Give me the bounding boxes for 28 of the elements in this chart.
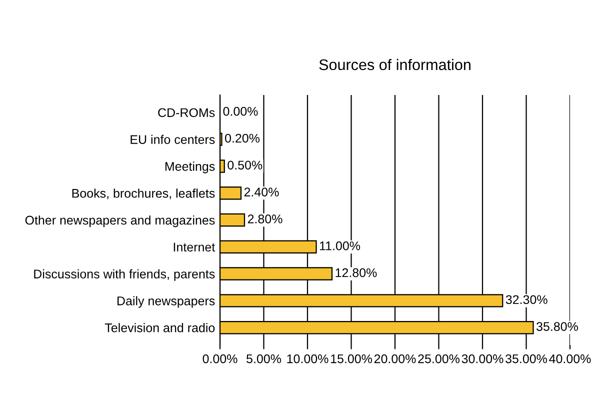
data-label: 2.40%: [244, 188, 279, 196]
chart-title: Sources of information: [319, 58, 470, 70]
y-tick-label: Books, brochures, leaflets: [72, 188, 215, 200]
y-tick-label: CD-ROMs: [158, 108, 215, 118]
data-label: 2.80%: [248, 214, 282, 224]
data-label: 35.80%: [536, 322, 578, 331]
x-tick-label: 35.00%: [506, 354, 548, 364]
x-tick-label: 15.00%: [331, 354, 372, 364]
y-tick-label: Discussions with friends, parents: [34, 269, 215, 281]
x-tick-label: 10.00%: [287, 354, 328, 364]
y-tick-label: Other newspapers and magazines: [25, 215, 215, 228]
x-tick-label: 40.00%: [549, 354, 591, 364]
x-tick-label: 5.00%: [246, 354, 282, 364]
data-label: 0.00%: [223, 106, 258, 116]
y-tick-label: Internet: [174, 242, 216, 252]
data-label: 0.50%: [228, 160, 262, 170]
x-tick-label: 30.00%: [462, 354, 504, 364]
y-tick-label: Daily newspapers: [118, 296, 215, 308]
x-tick-label: 20.00%: [374, 354, 416, 364]
x-tick-label: 0.00%: [202, 354, 238, 364]
y-tick-label: Meetings: [165, 162, 215, 174]
y-tick-label: Television and radio: [104, 323, 215, 332]
data-label: 32.30%: [506, 295, 548, 304]
data-label: 12.80%: [336, 268, 377, 278]
data-label: 0.20%: [225, 134, 260, 143]
x-tick-label: 25.00%: [418, 354, 460, 364]
y-tick-label: EU info centers: [130, 134, 215, 144]
data-label: 11.00%: [320, 241, 360, 250]
